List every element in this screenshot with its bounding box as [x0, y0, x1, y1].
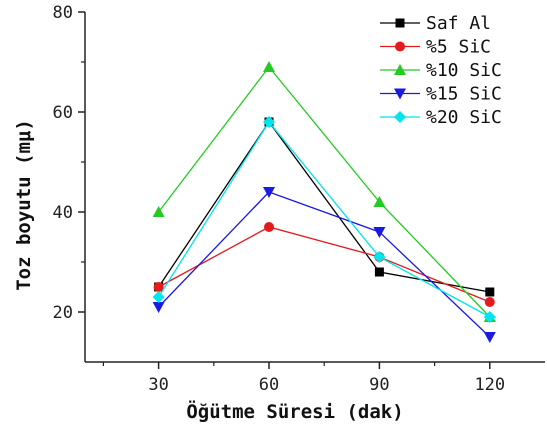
data-point [483, 332, 496, 343]
legend-label: Saf Al [426, 13, 491, 34]
series-line [158, 120, 490, 293]
axes [84, 12, 545, 363]
series-line [158, 120, 491, 318]
legend-label: %5 SiC [426, 37, 491, 58]
legend-label: %15 SiC [426, 84, 502, 105]
legend-item: %10 SiC [380, 60, 502, 81]
legend-marker [394, 111, 406, 123]
legend: Saf Al %5 SiC%10 SiC %15 SiC%20 SiC [380, 13, 502, 128]
data-point [152, 291, 165, 303]
x-axis-title: Öğütme Süresi (dak) [186, 399, 403, 423]
legend-item: Saf Al [380, 13, 491, 34]
data-point [373, 251, 386, 263]
series-group [153, 222, 495, 307]
data-point [373, 227, 386, 238]
y-tick-label: 60 [53, 103, 73, 123]
data-point [153, 282, 164, 292]
series-group [154, 117, 495, 297]
series-line [158, 191, 491, 338]
legend-label: %10 SiC [426, 60, 502, 81]
x-tick-label: 60 [259, 375, 279, 395]
y-tick-label: 40 [53, 203, 73, 223]
data-point [263, 187, 275, 198]
y-axis-title: Toz boyutu (mμ) [13, 119, 35, 291]
legend-marker [394, 64, 406, 75]
data-point [152, 206, 165, 217]
legend-label: %20 SiC [426, 107, 502, 128]
data-point [485, 287, 495, 297]
data-point [152, 302, 165, 313]
x-tick-label: 90 [369, 375, 389, 395]
data-point [263, 116, 275, 128]
series-group [152, 187, 496, 343]
legend-marker [394, 88, 406, 100]
data-point [374, 267, 384, 277]
series-line [158, 65, 491, 318]
data-point [263, 61, 275, 72]
y-tick-label: 20 [53, 303, 73, 323]
x-tick-label: 30 [148, 375, 168, 395]
legend-item: %5 SiC [380, 37, 491, 58]
x-tick-label: 120 [474, 375, 505, 395]
ticks: 30 60 90 120 20 40 60 80 [53, 3, 506, 395]
data-point [484, 297, 495, 307]
y-tick-label: 80 [53, 3, 73, 23]
legend-marker [395, 41, 405, 52]
data-point [373, 196, 386, 207]
data-point [483, 311, 496, 323]
series-layer [152, 61, 496, 343]
legend-item: %15 SiC [380, 84, 502, 105]
series-line [158, 226, 491, 303]
series-group [152, 116, 496, 323]
legend-item: %20 SiC [380, 107, 502, 128]
data-point [264, 222, 274, 232]
legend-marker [395, 18, 405, 28]
